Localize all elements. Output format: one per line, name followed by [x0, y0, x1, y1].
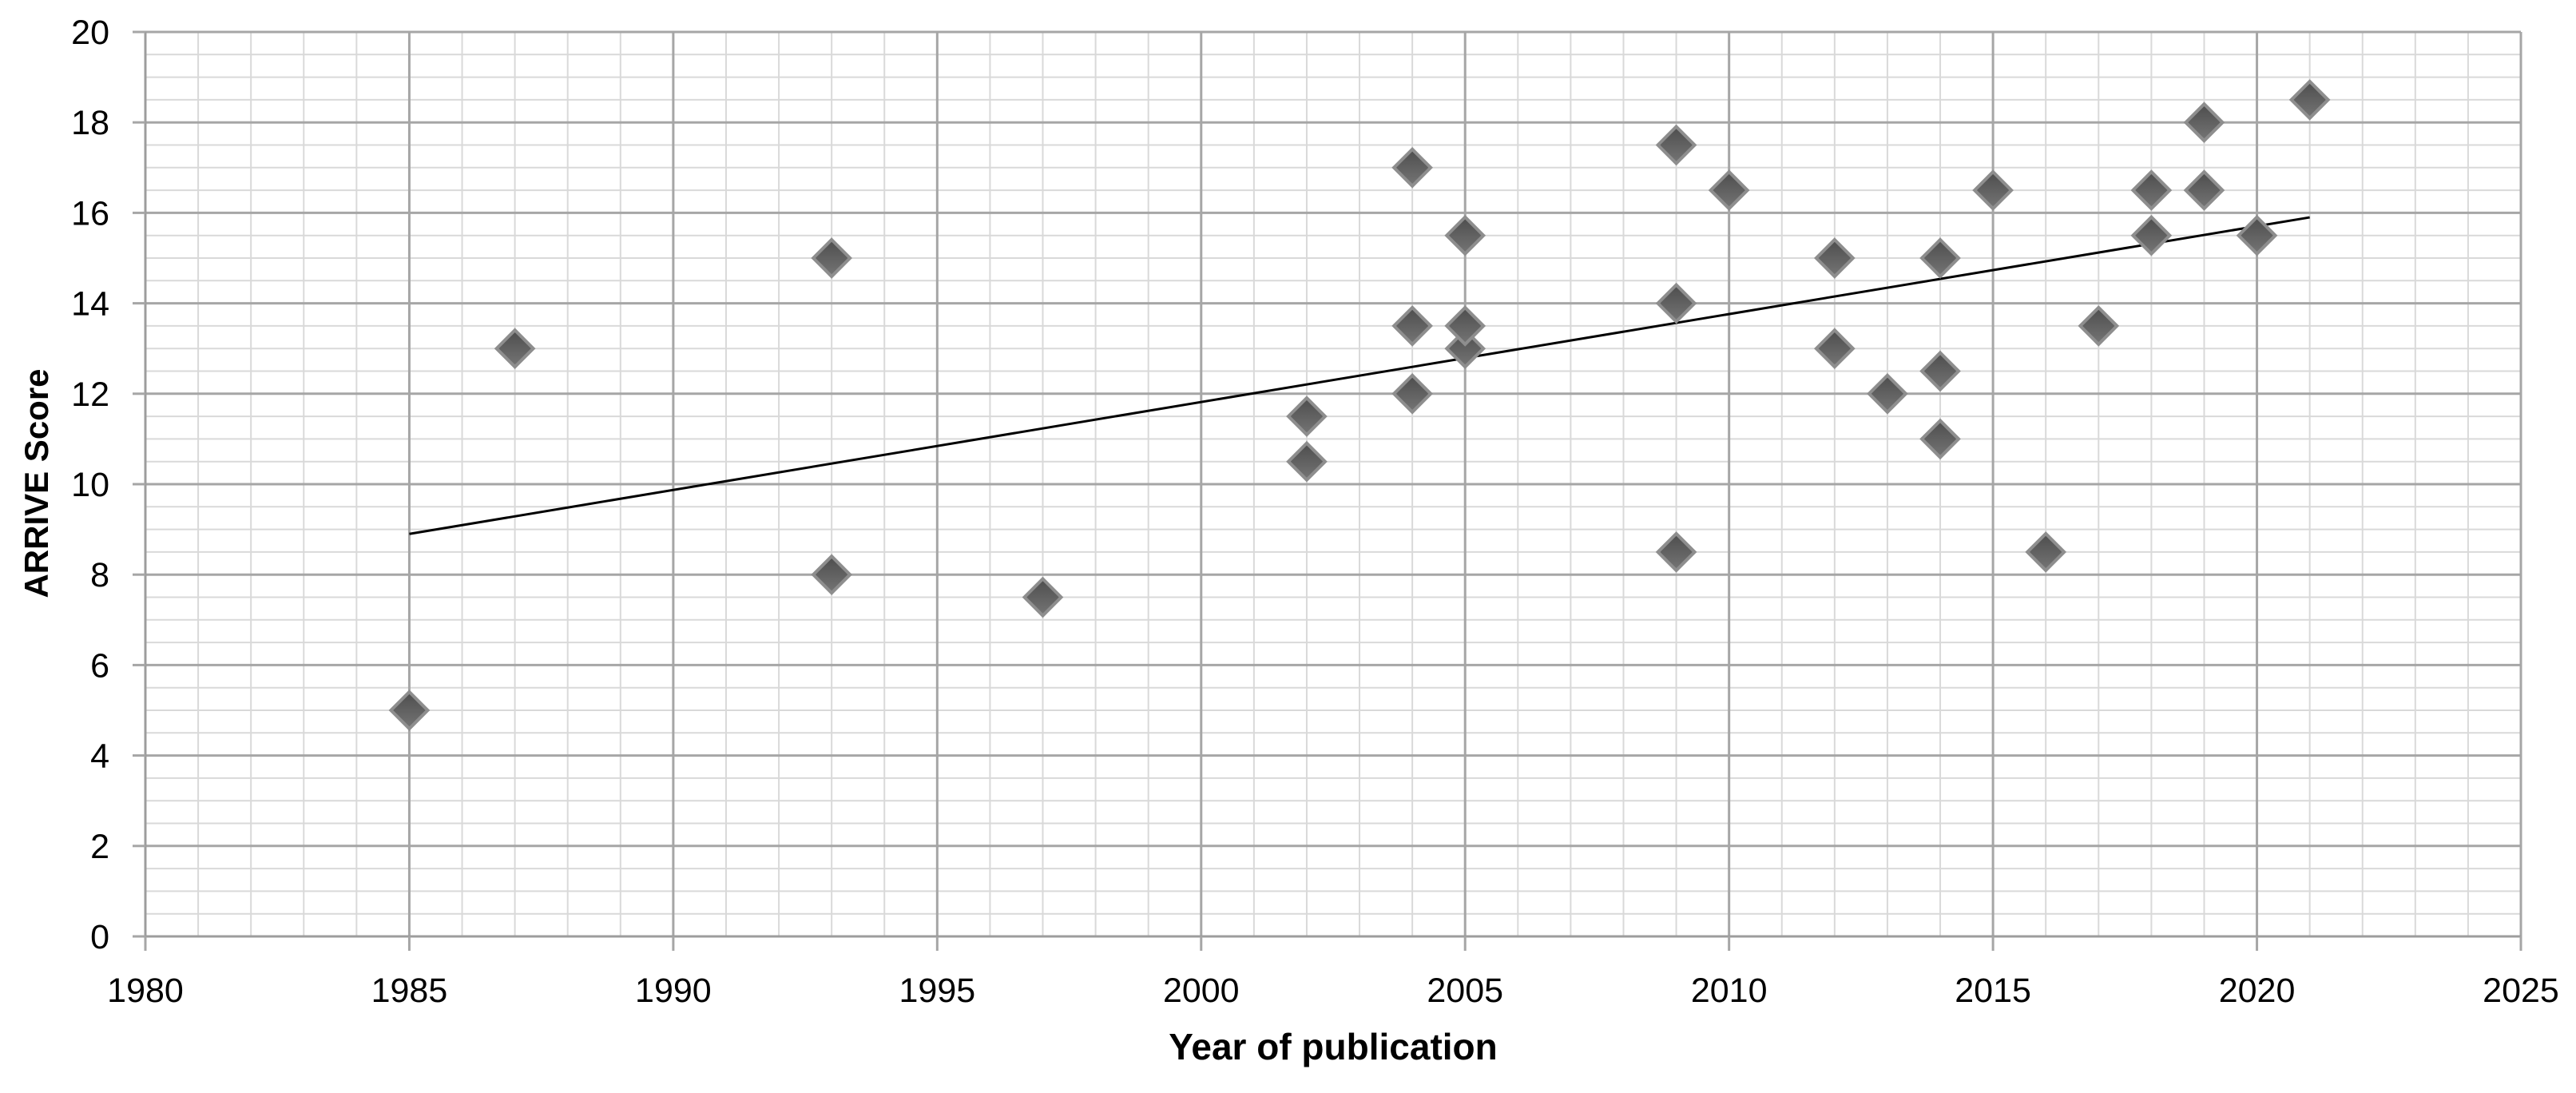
x-tick-label: 1980 — [107, 972, 184, 1010]
y-axis-title: ARRIVE Score — [18, 368, 55, 598]
data-point-marker — [1022, 576, 1064, 618]
x-tick-label: 1990 — [635, 972, 712, 1010]
y-tick-label: 16 — [71, 194, 109, 233]
y-tick-label: 18 — [71, 104, 109, 142]
x-tick-label: 2000 — [1163, 972, 1240, 1010]
data-point-marker — [1867, 372, 1908, 415]
data-point-marker — [1972, 169, 2014, 211]
y-tick-label: 2 — [90, 828, 109, 866]
data-point-marker — [811, 554, 852, 596]
y-tick-label: 8 — [90, 556, 109, 594]
data-point-marker — [1814, 328, 1856, 370]
y-tick-label: 10 — [71, 466, 109, 504]
data-point-marker — [2025, 531, 2067, 573]
trendline — [409, 216, 2310, 535]
y-tick-label: 6 — [90, 646, 109, 685]
x-tick-label: 2015 — [1955, 972, 2031, 1010]
data-point-marker — [1444, 328, 1486, 370]
data-point-marker — [1286, 440, 1328, 483]
data-point-marker — [1391, 146, 1433, 189]
y-tick-label: 0 — [90, 918, 109, 956]
data-point-marker — [1391, 372, 1433, 415]
data-point-marker — [1391, 305, 1433, 347]
data-point-marker — [2078, 305, 2120, 347]
y-tick-label: 12 — [71, 376, 109, 414]
x-tick-label: 2025 — [2483, 972, 2559, 1010]
data-point-marker — [1655, 124, 1697, 166]
x-tick-label: 1985 — [371, 972, 448, 1010]
x-tick-label: 2010 — [1691, 972, 1768, 1010]
data-point-marker — [2236, 214, 2278, 256]
y-tick-label: 4 — [90, 737, 109, 776]
major-gridlines — [144, 30, 2522, 938]
data-point-marker — [2130, 214, 2173, 256]
data-point-marker — [1919, 350, 1961, 392]
data-point-marker — [1444, 305, 1486, 347]
data-point-marker — [1655, 282, 1697, 324]
data-point-marker — [1444, 214, 1486, 256]
x-axis-title: Year of publication — [1169, 1026, 1498, 1067]
data-points — [388, 79, 2331, 731]
data-point-marker — [1919, 237, 1961, 279]
data-point-marker — [2130, 169, 2173, 211]
data-point-marker — [2288, 79, 2331, 121]
data-point-marker — [388, 690, 431, 731]
data-point-marker — [1286, 395, 1328, 437]
data-point-marker — [494, 328, 536, 370]
x-tick-label: 2005 — [1427, 972, 1503, 1010]
y-tick-label: 20 — [71, 14, 109, 52]
data-point-marker — [1919, 418, 1961, 460]
data-point-marker — [2183, 169, 2225, 211]
data-point-marker — [1814, 237, 1856, 279]
data-point-marker — [811, 237, 852, 279]
x-tick-label: 2020 — [2219, 972, 2296, 1010]
y-tick-label: 14 — [71, 285, 109, 324]
data-point-marker — [1708, 169, 1750, 211]
data-point-marker — [1655, 531, 1697, 573]
data-point-marker — [2183, 101, 2225, 144]
axes — [133, 30, 2522, 951]
x-tick-label: 1995 — [899, 972, 975, 1010]
